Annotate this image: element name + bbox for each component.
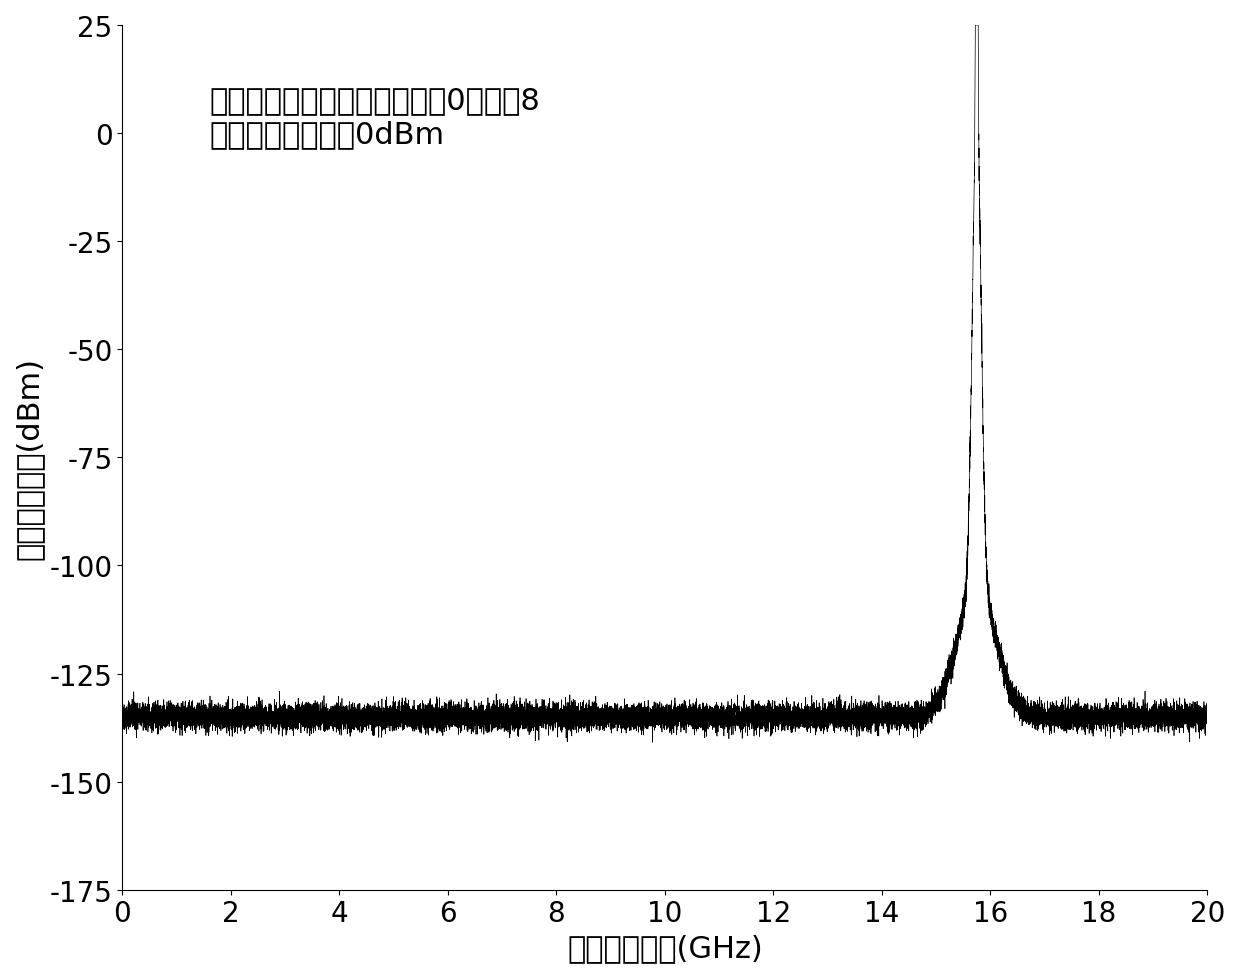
X-axis label: 振荡信号频率(GHz): 振荡信号频率(GHz) — [567, 933, 763, 962]
Text: 微机械系统光纤开关选择端口0与端口8
泵浦光源注入功率0dBm: 微机械系统光纤开关选择端口0与端口8 泵浦光源注入功率0dBm — [210, 86, 541, 149]
Y-axis label: 振荡信号幅度(dBm): 振荡信号幅度(dBm) — [15, 357, 43, 559]
